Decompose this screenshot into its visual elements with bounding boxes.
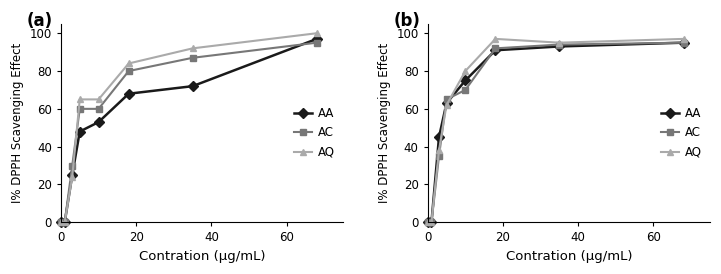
Legend: AA, AC, AQ: AA, AC, AQ [659, 105, 704, 161]
Y-axis label: I% DPPH Scavenging Effect: I% DPPH Scavenging Effect [11, 43, 24, 203]
Y-axis label: I% DPPH Scavenging Effect: I% DPPH Scavenging Effect [378, 43, 391, 203]
Text: (b): (b) [394, 12, 421, 30]
Text: (a): (a) [27, 12, 53, 30]
X-axis label: Contration (μg/mL): Contration (μg/mL) [138, 250, 265, 263]
X-axis label: Contration (μg/mL): Contration (μg/mL) [505, 250, 632, 263]
Legend: AA, AC, AQ: AA, AC, AQ [292, 105, 337, 161]
